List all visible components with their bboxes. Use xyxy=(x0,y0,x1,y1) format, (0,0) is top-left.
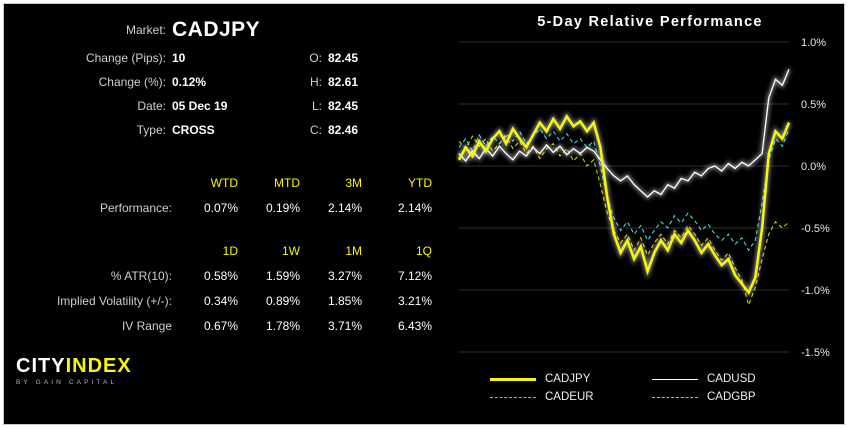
performance-value-mtd: 0.19% xyxy=(265,200,300,215)
iv-range-value-1q: 6.43% xyxy=(397,318,432,333)
iv-range-row-label: IV Range xyxy=(121,318,172,333)
implied-vol-row-label: Implied Volatility (+/-): xyxy=(56,293,172,308)
performance-value-wtd: 0.07% xyxy=(203,200,238,215)
chart-panel: 5-Day Relative Performance 1.0% 0.5% 0.0% -… xyxy=(456,4,844,424)
info-row-change-pct: Change (%): 0.12% H: 82.61 xyxy=(14,70,456,94)
change-pips-label: Change (Pips): xyxy=(85,51,166,65)
type-label: Type: xyxy=(136,123,166,137)
legend-label-cadusd: CADUSD xyxy=(707,373,756,385)
close-value: 82.46 xyxy=(328,123,359,137)
volatility-header-1w: 1W xyxy=(282,243,300,258)
chart-title: 5-Day Relative Performance xyxy=(537,14,763,30)
performance-table: WTD MTD 3M YTD Performance: 0.07% 0.19% … xyxy=(14,170,456,220)
y-tick-label: -1.0% xyxy=(801,285,830,297)
performance-header-mtd: MTD xyxy=(274,175,300,190)
logo-index-text: INDEX xyxy=(65,355,132,377)
y-tick-label: 0.0% xyxy=(801,161,826,173)
cadgbp-line-swatch xyxy=(652,396,698,398)
info-row-type: Type: CROSS C: 82.46 xyxy=(14,118,456,142)
iv-range-value-1d: 0.67% xyxy=(203,318,238,333)
change-pct-value: 0.12% xyxy=(172,75,207,89)
low-value: 82.45 xyxy=(328,99,359,113)
cadeur-line-swatch xyxy=(490,396,536,398)
open-label: O: xyxy=(309,51,322,65)
legend-label-cadjpy: CADJPY xyxy=(545,373,591,385)
change-pips-value: 10 xyxy=(172,51,186,65)
implied-vol-value-1m: 1.85% xyxy=(327,293,362,308)
high-value: 82.61 xyxy=(328,75,359,89)
performance-header-spacer xyxy=(14,170,172,195)
atr-value-1d: 0.58% xyxy=(203,268,238,283)
volatility-header-spacer xyxy=(14,238,172,263)
date-label: Date: xyxy=(137,99,166,113)
y-tick-label: 1.0% xyxy=(801,37,826,49)
info-row-date: Date: 05 Dec 19 L: 82.45 xyxy=(14,94,456,118)
iv-range-value-1m: 3.71% xyxy=(327,318,362,333)
y-tick-label: 0.5% xyxy=(801,99,826,111)
line-glow-cadjpy xyxy=(456,111,792,298)
implied-vol-value-1w: 0.89% xyxy=(265,293,300,308)
cadjpy-line-swatch xyxy=(490,377,536,381)
performance-value-ytd: 2.14% xyxy=(397,200,432,215)
chart-legend: CADJPY CADUSD CADEUR CADGBP xyxy=(490,373,844,403)
high-label: H: xyxy=(310,75,322,89)
market-value: CADJPY xyxy=(172,18,261,41)
atr-row-label: % ATR(10): xyxy=(110,268,172,283)
legend-item-cadeur: CADEUR xyxy=(490,391,652,403)
performance-value-3m: 2.14% xyxy=(327,200,362,215)
market-widget: Market: CADJPY Change (Pips): 10 O: 82.4… xyxy=(3,3,845,425)
atr-value-1m: 3.27% xyxy=(327,268,362,283)
legend-label-cadgbp: CADGBP xyxy=(707,391,756,403)
logo-city-text: CITY xyxy=(16,355,66,377)
date-value: 05 Dec 19 xyxy=(172,99,228,113)
market-label: Market: xyxy=(125,23,166,37)
volatility-header-1m: 1M xyxy=(345,243,362,258)
performance-header-ytd: YTD xyxy=(408,175,432,190)
close-label: C: xyxy=(310,123,322,137)
legend-item-cadgbp: CADGBP xyxy=(652,391,814,403)
series-line-cadeur xyxy=(458,127,790,252)
performance-header-3m: 3M xyxy=(345,175,362,190)
cadusd-line-swatch xyxy=(652,378,698,380)
series-line-cadjpy xyxy=(457,114,791,295)
atr-value-1q: 7.12% xyxy=(397,268,432,283)
open-value: 82.45 xyxy=(328,51,359,65)
volatility-header-1d: 1D xyxy=(222,243,238,258)
series-line-cadusd xyxy=(458,69,790,198)
performance-row-label: Performance: xyxy=(99,200,172,215)
y-tick-label: -0.5% xyxy=(801,223,830,235)
implied-vol-value-1d: 0.34% xyxy=(203,293,238,308)
volatility-table: 1D 1W 1M 1Q % ATR(10): 0.58% 1.59% 3.27%… xyxy=(14,238,456,338)
market-info-panel: Market: CADJPY Change (Pips): 10 O: 82.4… xyxy=(4,4,456,424)
volatility-header-1q: 1Q xyxy=(415,243,432,258)
performance-line-chart: 1.0% 0.5% 0.0% -0.5% -1.0% -1.5% xyxy=(456,37,830,359)
y-tick-label: -1.5% xyxy=(801,347,830,359)
legend-item-cadusd: CADUSD xyxy=(652,373,814,385)
performance-header-wtd: WTD xyxy=(210,175,238,190)
iv-range-value-1w: 1.78% xyxy=(265,318,300,333)
logo-subtitle: BY GAIN CAPITAL xyxy=(16,379,118,386)
atr-value-1w: 1.59% xyxy=(265,268,300,283)
change-pct-label: Change (%): xyxy=(98,75,166,89)
type-value: CROSS xyxy=(172,123,215,137)
legend-item-cadjpy: CADJPY xyxy=(490,373,652,385)
info-row-change-pips: Change (Pips): 10 O: 82.45 xyxy=(14,46,456,70)
low-label: L: xyxy=(311,99,322,113)
legend-label-cadeur: CADEUR xyxy=(545,391,594,403)
cityindex-logo: CITYINDEX BY GAIN CAPITAL xyxy=(14,356,456,386)
implied-vol-value-1q: 3.21% xyxy=(397,293,432,308)
market-row: Market: CADJPY xyxy=(14,14,456,46)
